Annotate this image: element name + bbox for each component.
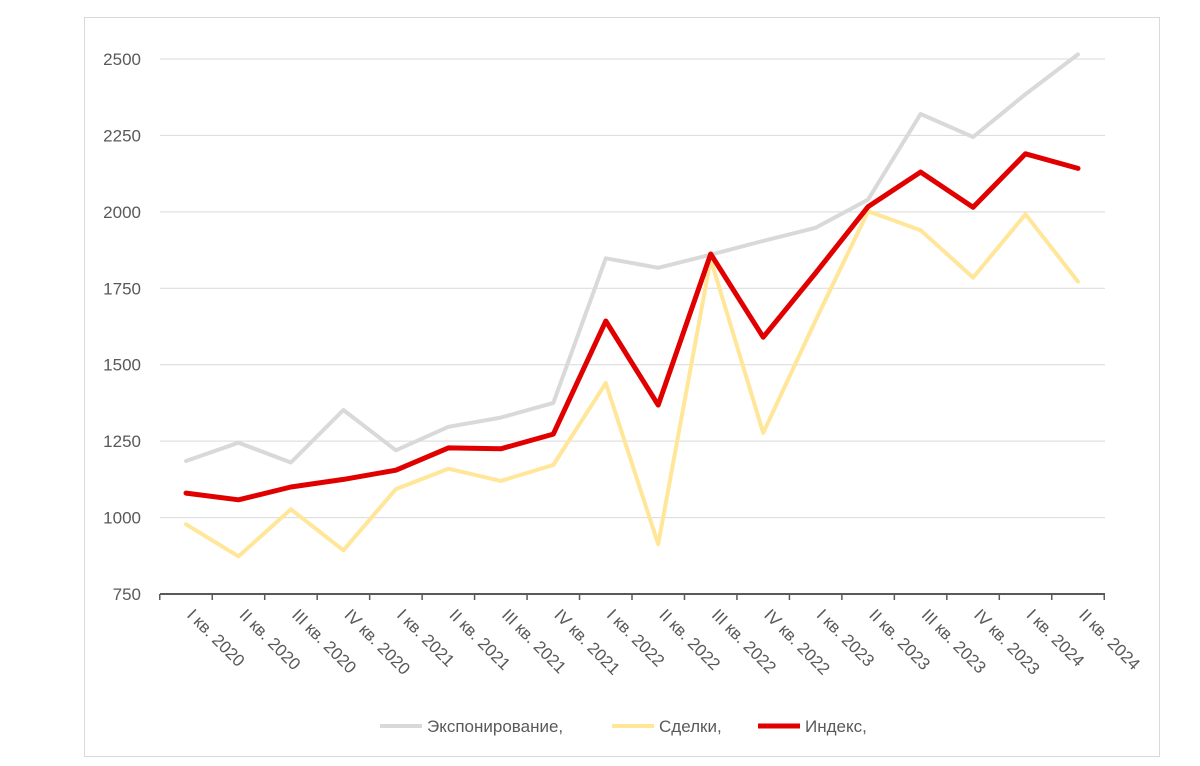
- series-lines: [183, 52, 1081, 559]
- legend: Экспонирование, Сделки, Индекс,: [380, 717, 867, 736]
- x-tick-label: II кв. 2024: [1075, 605, 1144, 674]
- y-tick-label: 2000: [103, 203, 141, 222]
- series-line-2: [184, 209, 1080, 559]
- legend-label: Экспонирование,: [427, 717, 563, 736]
- chart-frame: [84, 17, 1160, 757]
- y-tick-label: 2500: [103, 50, 141, 69]
- legend-label: Сделки,: [659, 717, 722, 736]
- series-line-1: [184, 52, 1080, 465]
- y-tick-label: 1500: [103, 356, 141, 375]
- y-tick-label: 1750: [103, 279, 141, 298]
- x-axis: [159, 593, 1105, 600]
- grid-lines: [160, 58, 1105, 519]
- y-tick-label: 1250: [103, 432, 141, 451]
- y-tick-label: 750: [113, 585, 141, 604]
- y-axis-ticks: 750 1000 1250 1500 1750 2000 2250 2500: [103, 50, 141, 604]
- y-tick-label: 2250: [103, 126, 141, 145]
- y-tick-label: 1000: [103, 509, 141, 528]
- legend-label: Индекс,: [805, 717, 867, 736]
- series-line-3: [183, 151, 1081, 503]
